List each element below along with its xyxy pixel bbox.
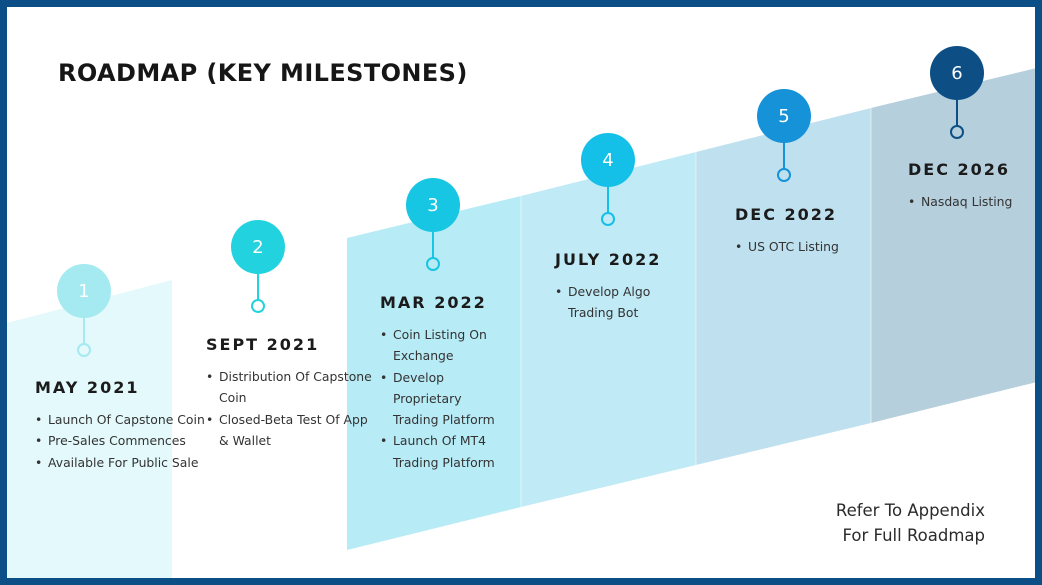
list-item: Launch Of Capstone Coin	[35, 409, 205, 431]
milestone-list-3: Coin Listing On Exchange Develop Proprie…	[380, 324, 500, 473]
milestone-2: SEPT 2021 Distribution Of Capstone Coin …	[206, 335, 376, 451]
marker-stem-4	[607, 187, 609, 213]
list-item: Develop Proprietary Trading Platform	[380, 367, 500, 431]
milestone-number-1: 1	[57, 264, 111, 318]
milestone-number-6: 6	[930, 46, 984, 100]
milestone-number-3: 3	[406, 178, 460, 232]
milestone-6: DEC 2026 Nasdaq Listing	[908, 160, 1035, 213]
milestone-date-1: MAY 2021	[35, 378, 140, 397]
milestone-number-5: 5	[757, 89, 811, 143]
page-title: ROADMAP (KEY MILESTONES)	[58, 59, 468, 87]
marker-stem-5	[783, 143, 785, 169]
marker-ring-6	[950, 125, 964, 139]
milestone-list-4: Develop Algo Trading Bot	[555, 281, 670, 324]
list-item: Pre-Sales Commences	[35, 430, 205, 452]
milestone-list-6: Nasdaq Listing	[908, 191, 1035, 213]
list-item: Distribution Of Capstone Coin	[206, 366, 376, 409]
band-6	[871, 68, 1035, 423]
marker-ring-1	[77, 343, 91, 357]
list-item: Launch Of MT4 Trading Platform	[380, 430, 500, 473]
appendix-line-2: For Full Roadmap	[842, 526, 985, 545]
marker-ring-3	[426, 257, 440, 271]
marker-stem-6	[956, 100, 958, 126]
list-item: Coin Listing On Exchange	[380, 324, 500, 367]
milestone-number-4: 4	[581, 133, 635, 187]
band-5	[696, 108, 871, 465]
milestone-marker-3: 3	[406, 178, 460, 271]
list-item: Available For Public Sale	[35, 452, 205, 474]
list-item: US OTC Listing	[735, 236, 905, 258]
marker-stem-1	[83, 318, 85, 344]
milestone-list-2: Distribution Of Capstone Coin Closed-Bet…	[206, 366, 376, 451]
milestone-list-1: Launch Of Capstone Coin Pre-Sales Commen…	[35, 409, 205, 473]
appendix-line-1: Refer To Appendix	[835, 501, 985, 520]
milestone-4: JULY 2022 Develop Algo Trading Bot	[555, 250, 725, 324]
milestone-date-5: DEC 2022	[735, 205, 838, 224]
milestone-marker-5: 5	[757, 89, 811, 182]
milestone-date-4: JULY 2022	[555, 250, 662, 269]
list-item: Nasdaq Listing	[908, 191, 1035, 213]
milestone-date-6: DEC 2026	[908, 160, 1011, 179]
appendix-note: Refer To Appendix For Full Roadmap	[836, 498, 985, 548]
milestone-date-3: MAR 2022	[380, 293, 487, 312]
milestone-number-2: 2	[231, 220, 285, 274]
marker-stem-3	[432, 232, 434, 258]
milestone-1: MAY 2021 Launch Of Capstone Coin Pre-Sal…	[35, 378, 205, 473]
milestone-marker-2: 2	[231, 220, 285, 313]
list-item: Develop Algo Trading Bot	[555, 281, 670, 324]
marker-stem-2	[257, 274, 259, 300]
milestone-date-2: SEPT 2021	[206, 335, 320, 354]
milestone-3: MAR 2022 Coin Listing On Exchange Develo…	[380, 293, 550, 473]
milestone-marker-6: 6	[930, 46, 984, 139]
marker-ring-4	[601, 212, 615, 226]
milestone-marker-1: 1	[57, 264, 111, 357]
marker-ring-2	[251, 299, 265, 313]
marker-ring-5	[777, 168, 791, 182]
milestone-list-5: US OTC Listing	[735, 236, 905, 258]
band-4	[521, 152, 696, 507]
milestone-5: DEC 2022 US OTC Listing	[735, 205, 905, 258]
milestone-marker-4: 4	[581, 133, 635, 226]
list-item: Closed-Beta Test Of App & Wallet	[206, 409, 376, 452]
